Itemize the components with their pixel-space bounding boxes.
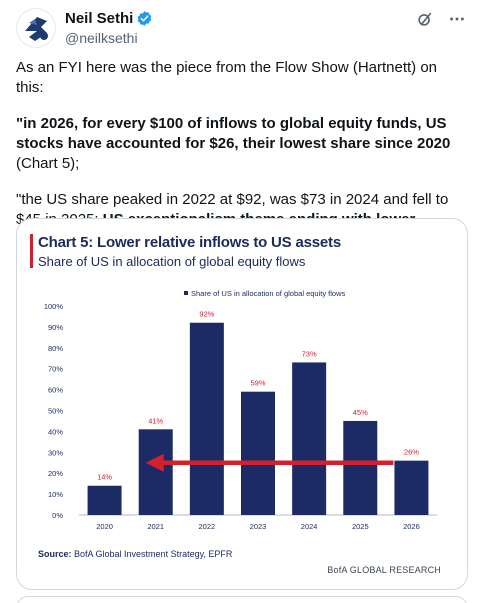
y-tick-label: 0% bbox=[52, 511, 63, 520]
y-tick-label: 80% bbox=[48, 344, 63, 353]
y-tick-label: 20% bbox=[48, 469, 63, 478]
chart-brand: BofA GLOBAL RESEARCH bbox=[327, 565, 441, 575]
data-label: 73% bbox=[302, 349, 317, 358]
x-tick-label: 2024 bbox=[301, 522, 318, 531]
avatar[interactable] bbox=[16, 8, 56, 48]
grok-icon[interactable] bbox=[416, 10, 434, 28]
source-text: BofA Global Investment Strategy, EPFR bbox=[71, 549, 233, 559]
tweet-paragraph-2: "in 2026, for every $100 of inflows to g… bbox=[16, 114, 468, 174]
tweet-paragraph-1: As an FYI here was the piece from the Fl… bbox=[16, 59, 438, 96]
x-tick-label: 2023 bbox=[250, 522, 267, 531]
verified-badge-icon bbox=[138, 10, 152, 26]
data-label: 26% bbox=[404, 448, 419, 457]
x-tick-label: 2022 bbox=[199, 522, 216, 531]
source-label: Source: bbox=[38, 549, 72, 559]
x-tick-label: 2020 bbox=[96, 522, 113, 531]
y-tick-label: 90% bbox=[48, 323, 63, 332]
x-tick-label: 2026 bbox=[403, 522, 420, 531]
data-label: 45% bbox=[353, 408, 368, 417]
y-tick-label: 40% bbox=[48, 427, 63, 436]
author-handle[interactable]: @neilksethi bbox=[65, 30, 138, 46]
author-display-name[interactable]: Neil Sethi bbox=[65, 9, 134, 27]
y-tick-label: 10% bbox=[48, 490, 63, 499]
y-tick-label: 50% bbox=[48, 407, 63, 416]
bar bbox=[138, 429, 173, 515]
y-tick-label: 30% bbox=[48, 448, 63, 457]
bar bbox=[189, 322, 224, 515]
data-label: 59% bbox=[250, 379, 265, 388]
x-tick-label: 2021 bbox=[147, 522, 164, 531]
avatar-logo-icon bbox=[17, 9, 55, 47]
chart-title-accent bbox=[30, 234, 33, 268]
bar bbox=[343, 420, 378, 515]
bar bbox=[241, 391, 275, 515]
legend-label: Share of US in allocation of global equi… bbox=[191, 289, 346, 298]
data-label: 14% bbox=[97, 473, 112, 482]
bar-chart: Share of US in allocation of global equi… bbox=[44, 289, 437, 531]
author-block: Neil Sethi @neilksethi bbox=[65, 9, 153, 46]
next-card-edge bbox=[16, 596, 468, 603]
y-tick-label: 70% bbox=[48, 365, 63, 374]
bar bbox=[292, 362, 327, 515]
data-label: 41% bbox=[148, 416, 163, 425]
quote-1-bold: "in 2026, for every $100 of inflows to g… bbox=[16, 115, 451, 152]
top-actions bbox=[416, 10, 466, 28]
more-icon[interactable] bbox=[448, 10, 466, 28]
x-tick-label: 2025 bbox=[352, 522, 369, 531]
bar bbox=[87, 485, 122, 515]
bar bbox=[394, 460, 429, 515]
chart-image[interactable]: Chart 5: Lower relative inflows to US as… bbox=[16, 218, 468, 590]
data-label: 92% bbox=[199, 310, 214, 319]
annotation-arrow-head bbox=[145, 453, 164, 472]
quote-1-rest: (Chart 5); bbox=[16, 155, 80, 172]
chart-subtitle: Share of US in allocation of global equi… bbox=[38, 254, 306, 269]
y-tick-label: 60% bbox=[48, 386, 63, 395]
legend-swatch bbox=[184, 291, 188, 295]
chart-title: Chart 5: Lower relative inflows to US as… bbox=[38, 234, 341, 251]
y-tick-label: 100% bbox=[44, 302, 64, 311]
chart-source: Source: BofA Global Investment Strategy,… bbox=[38, 549, 232, 559]
